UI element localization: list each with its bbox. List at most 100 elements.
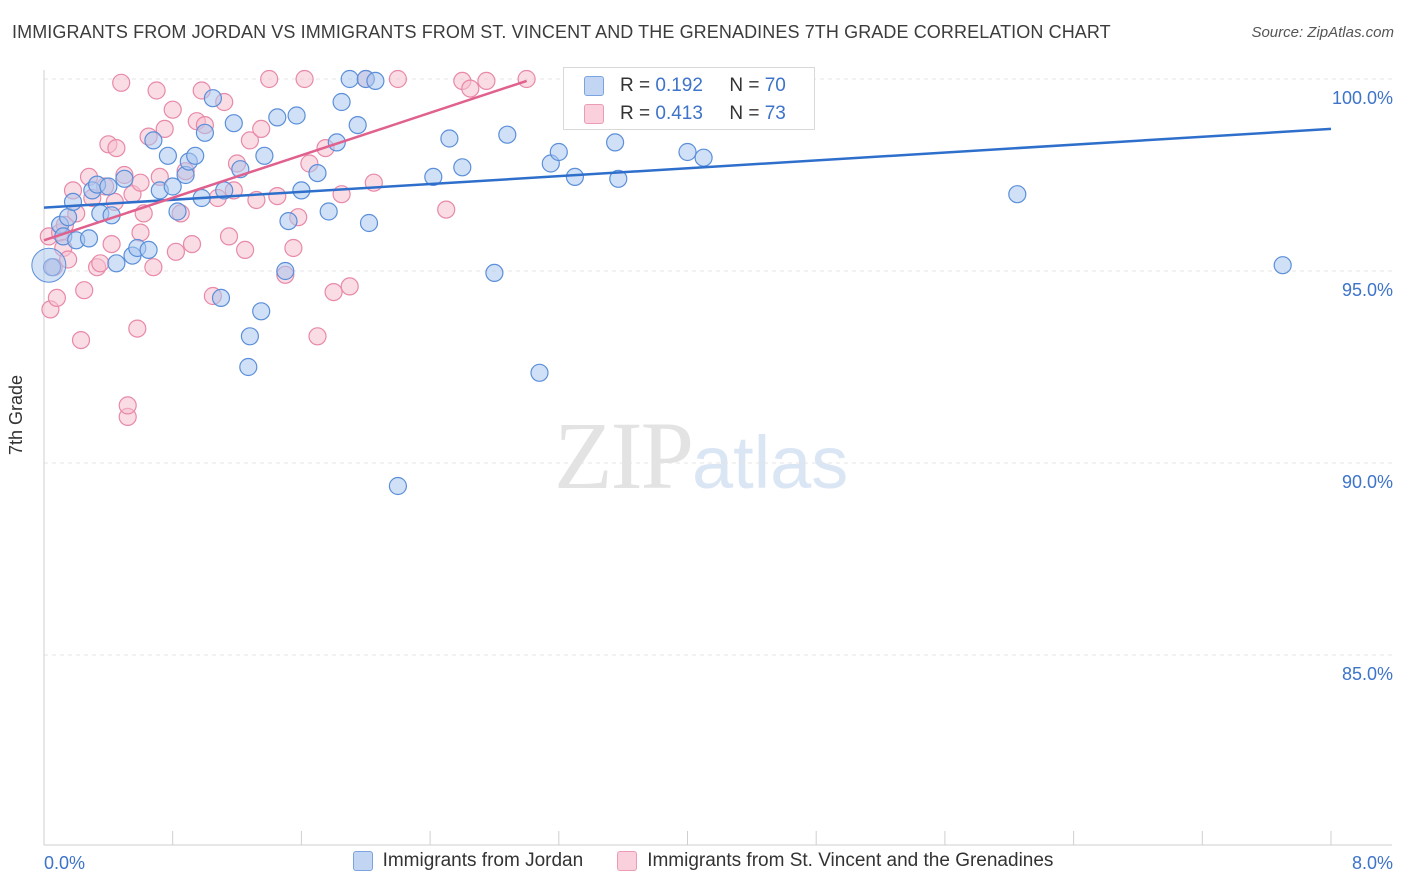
stvincent-point (91, 254, 110, 273)
stvincent-point (388, 69, 407, 89)
jordan-point (498, 125, 517, 144)
stats-legend: R = 0.192 N = 70 R = 0.413 N = 73 (563, 67, 815, 130)
stvincent-point (240, 131, 259, 150)
jordan-point (139, 240, 158, 259)
stvincent-point (144, 258, 163, 277)
stvincent-point (236, 240, 255, 259)
stvincent-point (437, 200, 456, 219)
jordan-points (31, 69, 1292, 496)
jordan-point (252, 302, 271, 321)
stvincent-point (324, 283, 343, 302)
jordan-point (186, 146, 205, 165)
jordan-point (158, 146, 177, 165)
trend-lines (43, 79, 1332, 242)
jordan-point (163, 177, 182, 196)
stvincent-point (131, 173, 150, 192)
stvincent-points (39, 69, 536, 426)
stvincent-point (219, 227, 239, 246)
bottom-legend: Immigrants from Jordan Immigrants from S… (0, 850, 1406, 872)
jordan-point (440, 129, 459, 148)
jordan-point (195, 123, 214, 142)
stvincent-point (295, 69, 314, 89)
jordan-point (107, 254, 126, 273)
x-ticks (43, 831, 1332, 845)
stvincent-point (147, 81, 166, 100)
jordan-point (340, 69, 359, 89)
jordan-point (348, 115, 367, 135)
stvincent-point (477, 71, 496, 91)
jordan-point (1273, 256, 1292, 275)
legend-item-stvincent[interactable]: Immigrants from St. Vincent and the Gren… (617, 850, 1053, 872)
jordan-point (203, 89, 222, 108)
jordan-point (319, 202, 338, 221)
jordan-point (240, 327, 259, 346)
stvincent-point (166, 242, 185, 261)
stvincent-n-value: 73 (764, 103, 786, 124)
jordan-point (255, 146, 274, 165)
jordan-point (453, 158, 472, 177)
jordan-point (549, 142, 568, 162)
jordan-point (530, 363, 549, 382)
jordan-swatch (584, 76, 604, 96)
stvincent-point (118, 396, 137, 415)
x-tick-label-min: 0.0% (44, 853, 85, 873)
stvincent-point (107, 139, 126, 158)
jordan-point (144, 131, 163, 150)
legend-jordan-label: Immigrants from Jordan (382, 850, 584, 871)
stvincent-point (128, 319, 147, 338)
stvincent-trend-line (43, 79, 528, 242)
stvincent-point (260, 69, 279, 89)
jordan-point (99, 177, 118, 196)
stvincent-point (75, 281, 94, 300)
y-tick-label: 95.0% (1342, 280, 1393, 300)
stvincent-point (252, 119, 271, 138)
jordan-point (424, 167, 443, 186)
stvincent-point (163, 100, 182, 119)
jordan-point (609, 169, 628, 188)
stvincent-point (155, 119, 174, 138)
stvincent-point (47, 288, 67, 307)
jordan-point (694, 148, 713, 167)
stvincent-point (340, 277, 359, 296)
stvincent-point (308, 327, 327, 346)
jordan-point (565, 167, 585, 186)
y-tick-label: 85.0% (1342, 664, 1393, 684)
jordan-r-label: R = (620, 75, 651, 96)
legend-stvincent-label: Immigrants from St. Vincent and the Gren… (647, 850, 1054, 871)
jordan-point (115, 169, 134, 188)
jordan-point (366, 71, 385, 91)
jordan-point (287, 106, 306, 125)
jordan-point (224, 114, 243, 133)
jordan-point (239, 357, 258, 377)
watermark-zip: ZIP (554, 402, 694, 509)
jordan-point (79, 229, 99, 248)
stvincent-point (517, 69, 536, 89)
jordan-n-label: N = (729, 75, 760, 96)
jordan-point (485, 263, 504, 282)
jordan-n-value: 70 (764, 75, 786, 96)
stvincent-point (102, 235, 121, 254)
y-tick-label: 100.0% (1332, 88, 1393, 108)
chart-title: IMMIGRANTS FROM JORDAN VS IMMIGRANTS FRO… (12, 22, 1111, 42)
jordan-point (168, 202, 187, 221)
jordan-point (1008, 185, 1027, 204)
jordan-point (605, 133, 625, 152)
stvincent-point (182, 235, 202, 254)
jordan-point (308, 164, 327, 183)
stvincent-r-label: R = (620, 103, 651, 124)
jordan-point (63, 192, 83, 211)
jordan-point (276, 261, 295, 281)
jordan-point (678, 142, 697, 162)
y-axis-title: 7th Grade (6, 374, 26, 455)
jordan-point (58, 208, 78, 227)
legend-item-jordan[interactable]: Immigrants from Jordan (352, 850, 584, 872)
jordan-cluster-point (31, 247, 67, 283)
stvincent-r-value: 0.413 (655, 103, 703, 124)
jordan-point (388, 476, 407, 496)
jordan-trend-line (43, 127, 1332, 209)
stvincent-point (284, 238, 303, 258)
stvincent-swatch (584, 104, 604, 124)
x-tick-labels: 0.0% 8.0% (44, 853, 1393, 873)
jordan-point (268, 108, 287, 127)
